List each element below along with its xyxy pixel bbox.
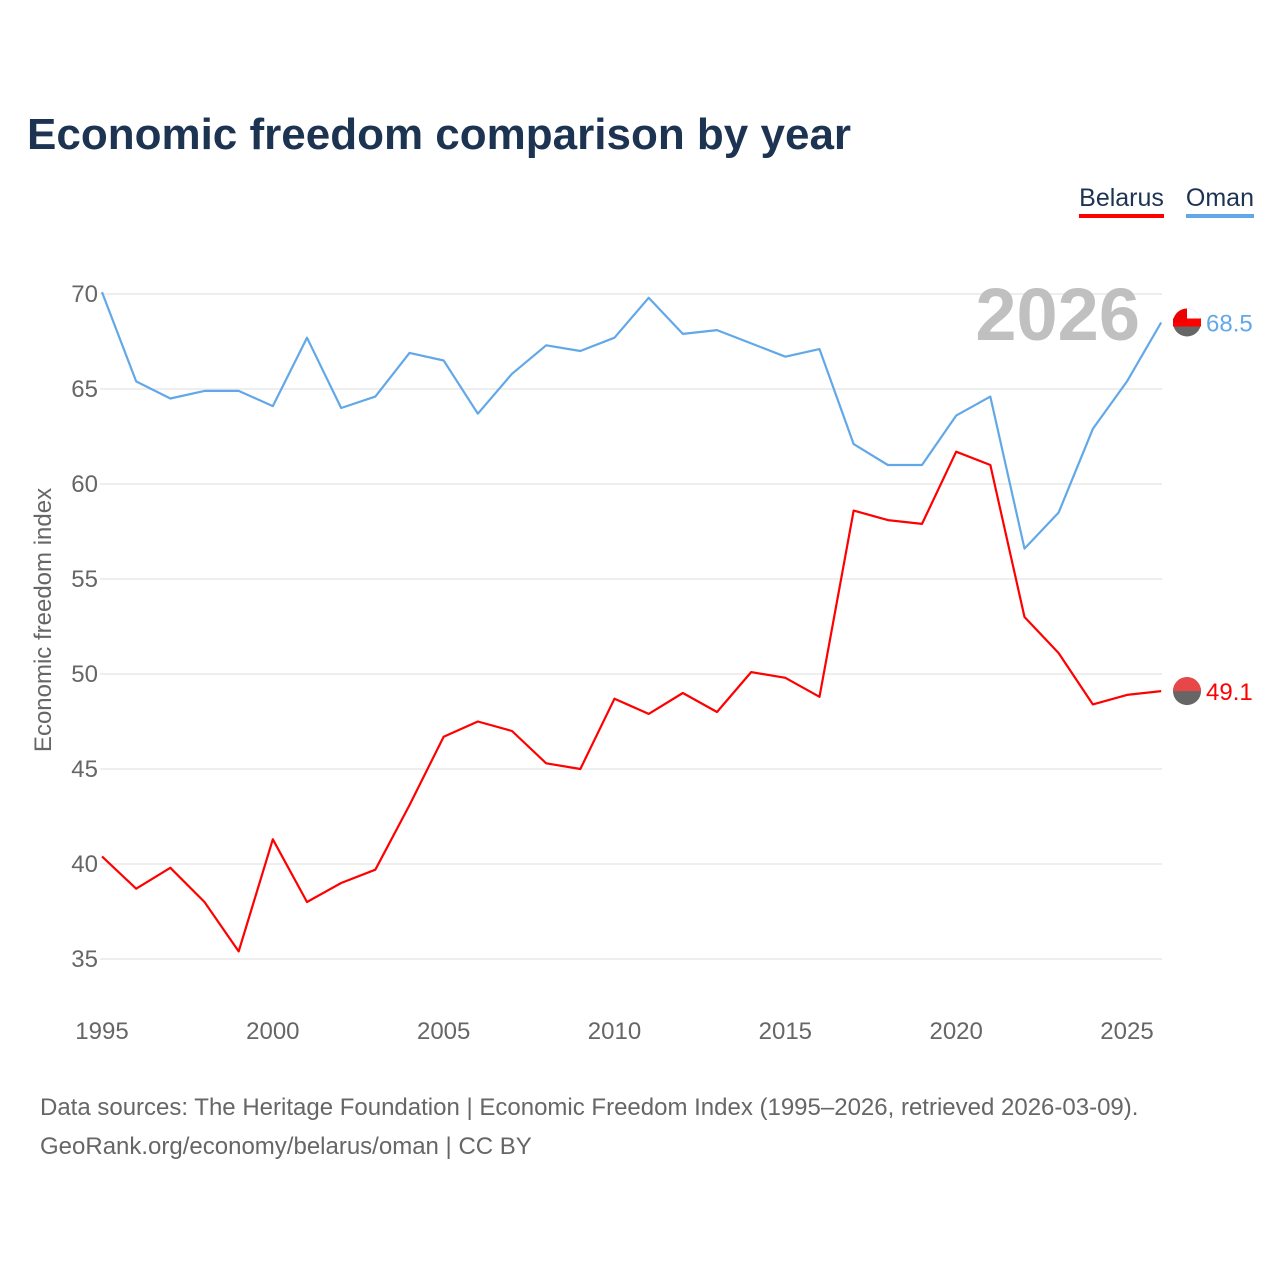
x-tick-label: 2020 [929, 1018, 982, 1045]
series-line-oman [100, 291, 1163, 550]
data-point [202, 388, 208, 394]
data-point [953, 449, 959, 455]
data-point [202, 899, 208, 905]
data-point [714, 327, 720, 333]
x-tick-label: 2000 [246, 1018, 299, 1045]
data-point [509, 728, 515, 734]
source-line-2[interactable]: GeoRank.org/economy/belarus/oman | CC BY [40, 1133, 532, 1160]
data-point [1056, 510, 1062, 516]
x-tick-label: 1995 [75, 1018, 128, 1045]
y-tick-label: 50 [71, 661, 98, 688]
legend: Belarus Oman [1079, 184, 1254, 218]
data-point [304, 899, 310, 905]
data-point [338, 405, 344, 411]
y-tick-label: 55 [71, 566, 98, 593]
data-point [1158, 320, 1164, 326]
data-point [99, 289, 105, 295]
x-tick-label: 2015 [759, 1018, 812, 1045]
data-point [1022, 546, 1028, 552]
data-point [919, 462, 925, 468]
data-point [167, 865, 173, 871]
data-point [851, 441, 857, 447]
source-note: Data sources: The Heritage Foundation | … [40, 1088, 1138, 1166]
data-point [441, 358, 447, 364]
data-point [1158, 688, 1164, 694]
data-point [1124, 692, 1130, 698]
data-point [543, 342, 549, 348]
data-point [475, 719, 481, 725]
data-point [167, 396, 173, 402]
data-point [987, 462, 993, 468]
data-point [646, 295, 652, 301]
y-tick-label: 65 [71, 376, 98, 403]
data-point [748, 669, 754, 675]
data-point [270, 836, 276, 842]
data-point [577, 348, 583, 354]
series-line-belarus [101, 450, 1162, 953]
y-tick-label: 45 [71, 756, 98, 783]
data-point [1022, 614, 1028, 620]
end-value-label: 49.1 [1206, 679, 1253, 706]
data-point [577, 766, 583, 772]
data-point [817, 346, 823, 352]
data-point [1090, 701, 1096, 707]
y-axis-label: Economic freedom index [30, 488, 57, 752]
data-point [543, 760, 549, 766]
data-point [133, 378, 139, 384]
y-tick-label: 35 [71, 946, 98, 973]
chart-title: Economic freedom comparison by year [27, 110, 852, 159]
x-tick-label: 2010 [588, 1018, 641, 1045]
data-point [748, 340, 754, 346]
data-point [236, 948, 242, 954]
legend-belarus[interactable]: Belarus [1079, 184, 1164, 218]
data-point [372, 394, 378, 400]
x-tick-label: 2005 [417, 1018, 470, 1045]
data-point [817, 694, 823, 700]
data-point [612, 696, 618, 702]
data-point [919, 521, 925, 527]
data-point [304, 335, 310, 341]
data-point [612, 335, 618, 341]
data-point [99, 853, 105, 859]
y-tick-label: 40 [71, 851, 98, 878]
data-point [885, 462, 891, 468]
source-line-1: Data sources: The Heritage Foundation | … [40, 1094, 1139, 1121]
data-point [680, 690, 686, 696]
y-tick-label: 60 [71, 471, 98, 498]
data-point [885, 517, 891, 523]
data-point [953, 413, 959, 419]
data-point [270, 403, 276, 409]
data-point [680, 331, 686, 337]
data-point [1056, 650, 1062, 656]
data-point [1124, 378, 1130, 384]
end-value-label: 68.5 [1206, 311, 1253, 338]
data-point [1090, 426, 1096, 432]
flag-icon-belarus [1173, 677, 1201, 706]
data-point [441, 734, 447, 740]
legend-oman[interactable]: Oman [1185, 184, 1254, 218]
data-point [714, 709, 720, 715]
data-point [372, 867, 378, 873]
data-point [133, 886, 139, 892]
data-point [646, 711, 652, 717]
y-tick-label: 70 [71, 281, 98, 308]
data-point [851, 508, 857, 514]
flag-icon-oman [1173, 308, 1201, 337]
data-point [407, 802, 413, 808]
data-point [407, 350, 413, 356]
data-point [987, 394, 993, 400]
current-year-label: 2026 [975, 273, 1140, 356]
data-point [509, 371, 515, 377]
x-tick-label: 2025 [1100, 1018, 1153, 1045]
data-point [782, 354, 788, 360]
data-point [782, 675, 788, 681]
data-point [236, 388, 242, 394]
data-point [338, 880, 344, 886]
data-point [475, 411, 481, 417]
